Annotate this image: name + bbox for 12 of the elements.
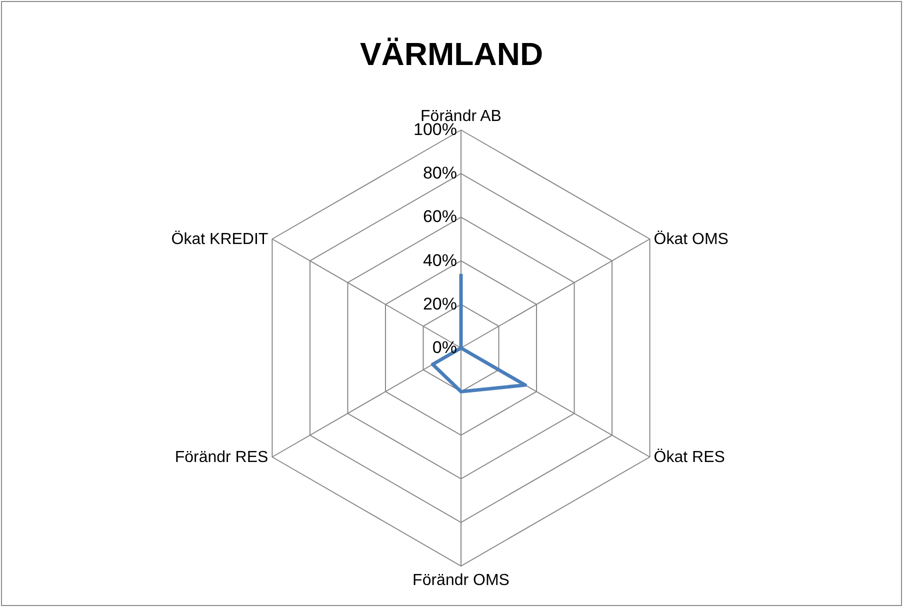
y-tick-label: 40% — [422, 250, 457, 270]
spoke-label: Ökat OMS — [654, 230, 728, 248]
y-tick-label: 60% — [422, 207, 457, 226]
chart-title: VÄRMLAND — [360, 36, 544, 72]
spoke-label: Ökat RES — [654, 448, 725, 466]
y-tick-label: 100% — [414, 120, 457, 139]
spoke-label: Ökat KREDIT — [171, 230, 268, 248]
y-tick-label: 80% — [422, 164, 457, 183]
spoke-label: Förändr OMS — [412, 572, 510, 589]
y-tick-label: 0% — [432, 338, 457, 357]
spoke-label: Förändr RES — [174, 449, 268, 466]
y-tick-label: 20% — [422, 294, 457, 314]
